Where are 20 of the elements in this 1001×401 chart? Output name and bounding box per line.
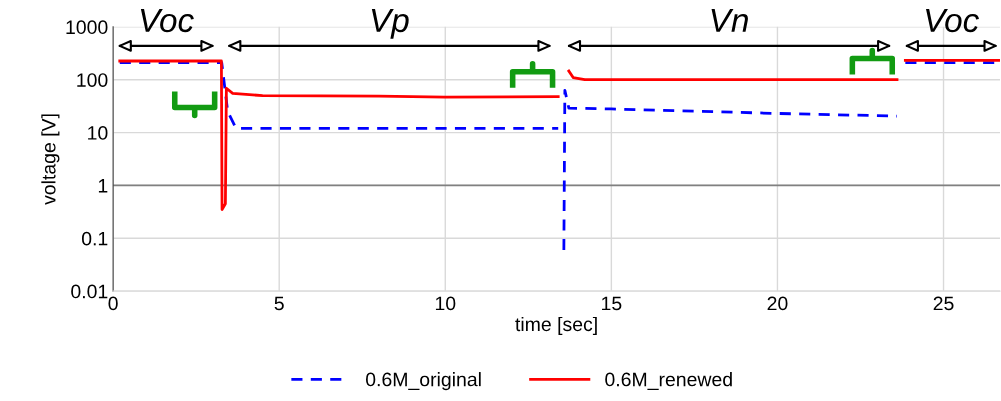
x-tick-label: 5 [274,296,284,311]
x-tick-label: 10 [435,296,456,311]
x-tick-label: 20 [767,296,788,311]
y-tick-label: 0.01 [71,284,108,299]
y-tick-label: 1000 [66,20,108,35]
y-tick-label: 10 [88,126,108,140]
annotation: Voc [926,8,979,33]
annotation: Voc [140,8,194,33]
annotation: Vn [711,8,748,32]
y-tick-label: 0.1 [81,231,108,246]
legend-label: 0.6M_original [365,372,481,391]
y-axis-title: voltage [V] [41,114,60,205]
x-tick-label: 15 [602,296,622,311]
x-tick-label: 0 [108,296,118,311]
annotation: Vp [371,8,409,39]
y-tick-label: 100 [77,73,108,87]
x-tick-label: 25 [933,296,954,311]
y-tick-label: 1 [98,179,108,193]
legend-label: 0.6M_renewed [605,372,732,390]
x-axis-title: time [sec] [515,316,597,336]
